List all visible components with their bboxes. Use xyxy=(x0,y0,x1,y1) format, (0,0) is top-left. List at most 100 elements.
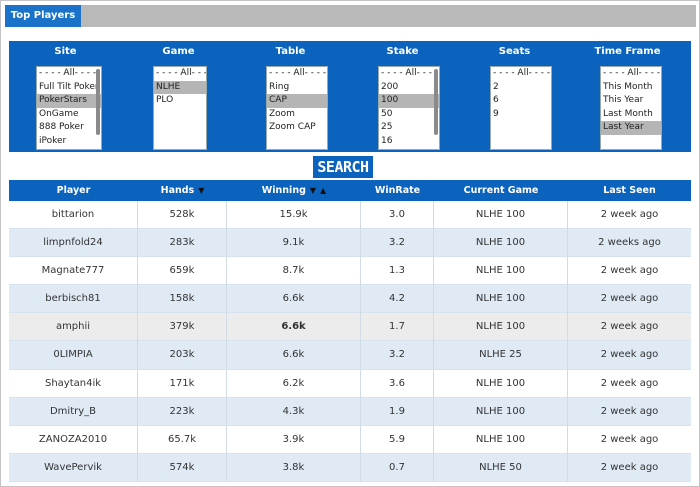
table-row[interactable]: limpnfold24 283k 9.1k 3.2 NLHE 100 2 weeks ag… xyxy=(9,229,691,258)
table-row[interactable]: Dmitry_B 223k 4.3k 1.9 NLHE 100 2 week ago xyxy=(9,397,691,426)
search-button[interactable]: SEARCH xyxy=(313,156,373,178)
cell-hands: 203k xyxy=(138,341,227,370)
scrollbar-thumb[interactable] xyxy=(96,69,100,135)
filter-option[interactable]: Full Tilt Poker xyxy=(39,81,99,92)
filter-option[interactable]: - - - - All- - - - xyxy=(493,68,551,78)
cell-player[interactable]: Dmitry_B xyxy=(9,397,138,426)
column-header-player[interactable]: Player xyxy=(9,180,138,201)
cell-last-seen: 2 week ago xyxy=(600,293,659,305)
cell-current-game: NLHE 100 xyxy=(434,369,568,398)
table-row[interactable]: 0LIMPIA 203k 6.6k 3.2 NLHE 25 2 week ago xyxy=(9,341,691,370)
column-header-winrate[interactable]: WinRate xyxy=(361,180,434,201)
filter-option[interactable]: This Month xyxy=(603,81,653,92)
filter-option[interactable]: 100 xyxy=(379,94,439,108)
filter-option[interactable]: - - - - All- - - - xyxy=(381,68,439,78)
filter-seats-listbox[interactable]: - - - - All- - - - 2 6 9 xyxy=(490,66,552,150)
cell-winrate: 3.0 xyxy=(361,201,434,229)
table-row[interactable]: berbisch81 158k 6.6k 4.2 NLHE 100 2 week ago xyxy=(9,285,691,314)
cell-hands: 659k xyxy=(138,257,227,286)
table-row[interactable]: Shaytan4ik 171k 6.2k 3.6 NLHE 100 2 week ago xyxy=(9,369,691,398)
filter-option[interactable]: - - - - All- - - - xyxy=(269,68,327,78)
cell-player[interactable]: bittarion xyxy=(9,201,138,229)
cell-winrate: 3.2 xyxy=(361,229,434,258)
filter-option[interactable]: 25 xyxy=(381,122,393,133)
sort-desc-icon[interactable]: ▼ xyxy=(309,186,317,195)
filter-option[interactable]: PLO xyxy=(156,95,174,106)
column-header-label: Player xyxy=(56,185,91,196)
filter-option[interactable]: iPoker xyxy=(39,135,67,146)
cell-winning: 6.6k xyxy=(227,313,361,342)
table-row[interactable]: WavePervik 574k 3.8k 0.7 NLHE 50 2 week ago xyxy=(9,453,691,482)
table-row[interactable]: Magnate777 659k 8.7k 1.3 NLHE 100 2 week ago xyxy=(9,257,691,286)
filter-option[interactable]: 9 xyxy=(493,108,499,119)
cell-player[interactable]: Shaytan4ik xyxy=(9,369,138,398)
filter-stake-listbox[interactable]: - - - - All- - - - 200 100 50 25 16 xyxy=(378,66,440,150)
cell-winrate: 5.9 xyxy=(361,425,434,454)
filter-table-listbox[interactable]: - - - - All- - - - Ring CAP Zoom Zoom CAP xyxy=(266,66,328,150)
cell-player[interactable]: limpnfold24 xyxy=(9,229,138,258)
filter-option[interactable]: 50 xyxy=(381,108,393,119)
filter-option[interactable]: Zoom CAP xyxy=(269,122,316,133)
sort-desc-icon[interactable]: ▼ xyxy=(198,186,205,195)
cell-last-seen: 2 weeks ago xyxy=(598,237,661,249)
filter-option[interactable]: Last Year xyxy=(601,121,661,135)
filter-option[interactable]: 6 xyxy=(493,95,499,106)
filter-option[interactable]: - - - - All- - - - xyxy=(39,68,97,78)
cell-winning: 6.6k xyxy=(227,285,361,314)
filter-option[interactable]: PokerStars xyxy=(37,94,101,108)
cell-winning: 6.2k xyxy=(227,369,361,398)
cell-player[interactable]: WavePervik xyxy=(9,453,138,482)
column-header-label: Winning xyxy=(261,185,306,196)
cell-winrate: 1.7 xyxy=(361,313,434,342)
cell-player[interactable]: 0LIMPIA xyxy=(9,341,138,370)
cell-current-game: NLHE 100 xyxy=(434,313,568,342)
cell-winrate: 3.6 xyxy=(361,369,434,398)
players-table: Player Hands ▼ Winning ▼ ▲ WinRate Current Game… xyxy=(9,180,691,482)
scrollbar-thumb[interactable] xyxy=(434,69,438,135)
cell-player[interactable]: berbisch81 xyxy=(9,285,138,314)
filter-time-frame-label: Time Frame xyxy=(594,46,661,57)
cell-winning: 6.6k xyxy=(227,341,361,370)
column-header-hands[interactable]: Hands ▼ xyxy=(138,180,227,201)
cell-player[interactable]: Magnate777 xyxy=(9,257,138,286)
table-row[interactable]: amphii 379k 6.6k 1.7 NLHE 100 2 week ago xyxy=(9,313,691,342)
cell-winrate: 0.7 xyxy=(361,453,434,482)
filter-option[interactable]: 888 Poker xyxy=(39,122,84,133)
cell-winning: 15.9k xyxy=(227,201,361,229)
filter-option[interactable]: 16 xyxy=(381,135,393,146)
filter-time-frame-listbox[interactable]: - - - - All- - - - This Month This Year Las… xyxy=(600,66,662,150)
filter-option[interactable]: - - - - All- - - - xyxy=(603,68,661,78)
column-header-label: Current Game xyxy=(463,185,539,196)
filter-option[interactable]: Last Month xyxy=(603,108,653,119)
filter-option[interactable]: 2 xyxy=(493,81,499,92)
column-header-last-seen[interactable]: Last Seen xyxy=(568,180,691,201)
cell-player[interactable]: amphii xyxy=(9,313,138,342)
filter-option[interactable]: Zoom xyxy=(269,108,295,119)
filter-site-listbox[interactable]: - - - - All- - - - Full Tilt Poker PokerSt… xyxy=(36,66,102,150)
table-row[interactable]: bittarion 528k 15.9k 3.0 NLHE 100 2 week ago xyxy=(9,201,691,230)
cell-hands: 223k xyxy=(138,397,227,426)
cell-hands: 379k xyxy=(138,313,227,342)
tab-top-players[interactable]: Top Players xyxy=(5,5,81,27)
cell-winning: 4.3k xyxy=(227,397,361,426)
cell-current-game: NLHE 100 xyxy=(434,285,568,314)
filter-option[interactable]: Ring xyxy=(269,81,290,92)
column-header-current-game[interactable]: Current Game xyxy=(434,180,568,201)
cell-current-game: NLHE 100 xyxy=(434,257,568,286)
filter-option[interactable]: OnGame xyxy=(39,108,79,119)
filter-option[interactable]: This Year xyxy=(603,95,644,106)
filter-option[interactable]: NLHE xyxy=(154,80,206,95)
filter-option[interactable]: CAP xyxy=(267,94,327,108)
filter-table-label: Table xyxy=(275,46,306,57)
column-header-winning[interactable]: Winning ▼ ▲ xyxy=(227,180,361,201)
filter-panel: Site - - - - All- - - - Full Tilt Poker Pok… xyxy=(9,41,691,152)
table-row[interactable]: ZANOZA2010 65.7k 3.9k 5.9 NLHE 100 2 week ago xyxy=(9,425,691,454)
column-header-label: WinRate xyxy=(374,185,421,196)
filter-option[interactable]: 200 xyxy=(381,81,399,92)
cell-winning: 9.1k xyxy=(227,229,361,258)
filter-option[interactable]: - - - - All- - - - xyxy=(156,68,207,78)
sort-asc-icon[interactable]: ▲ xyxy=(320,186,327,195)
cell-player[interactable]: ZANOZA2010 xyxy=(9,425,138,454)
